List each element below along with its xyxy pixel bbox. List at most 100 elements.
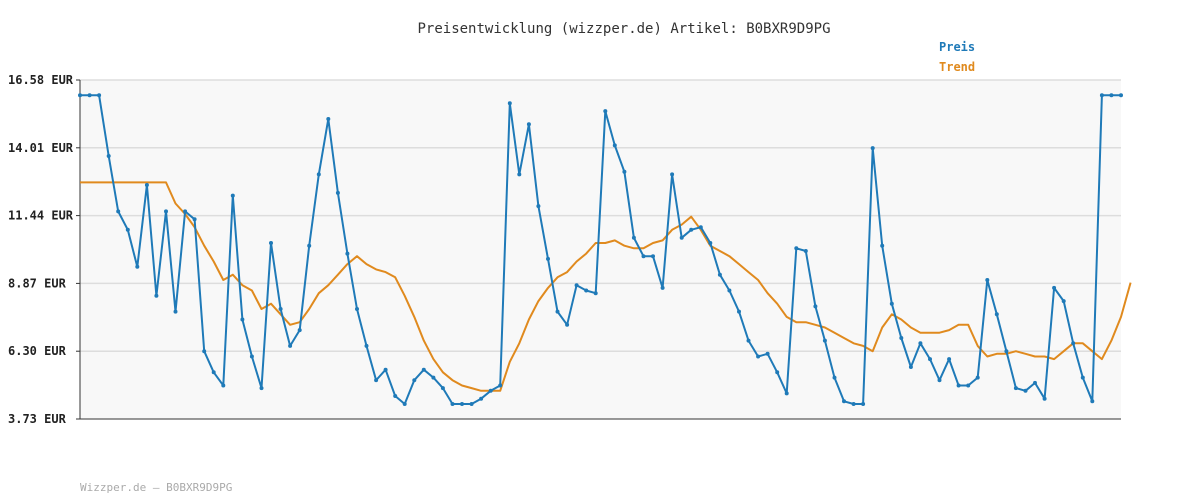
- price-point: [603, 109, 608, 114]
- price-point: [593, 291, 598, 296]
- price-point: [775, 370, 780, 375]
- price-point: [355, 307, 359, 311]
- price-point: [612, 143, 617, 148]
- price-point: [78, 93, 82, 98]
- price-point: [297, 328, 302, 333]
- price-point: [641, 254, 646, 259]
- price-point: [383, 367, 388, 372]
- price-point: [135, 264, 140, 269]
- price-point: [125, 227, 130, 232]
- price-point: [230, 193, 235, 198]
- y-tick-label: 14.01 EUR: [8, 141, 74, 155]
- price-point: [221, 383, 226, 388]
- y-tick-label: 16.58 EUR: [8, 73, 74, 87]
- price-point: [374, 378, 379, 383]
- price-point: [249, 354, 254, 359]
- price-point: [269, 241, 273, 245]
- price-point: [689, 227, 694, 232]
- price-point: [116, 209, 121, 214]
- price-point: [183, 209, 188, 214]
- price-point: [574, 283, 579, 288]
- price-point: [1004, 349, 1009, 354]
- legend-entry-trend: Trend: [939, 60, 975, 74]
- price-point: [421, 367, 426, 372]
- price-point: [498, 383, 503, 388]
- price-point: [813, 304, 818, 309]
- price-point: [803, 249, 808, 253]
- price-point: [469, 402, 474, 406]
- price-point: [1109, 93, 1114, 98]
- price-point: [517, 172, 522, 177]
- price-point: [240, 317, 245, 322]
- price-point: [765, 351, 770, 356]
- price-point: [928, 357, 932, 362]
- price-point: [880, 243, 885, 248]
- price-point: [937, 378, 942, 383]
- price-point: [947, 357, 952, 362]
- price-point: [316, 172, 321, 177]
- price-point: [211, 370, 216, 375]
- price-point: [679, 235, 684, 240]
- price-point: [975, 375, 980, 380]
- price-point: [402, 402, 407, 406]
- price-point: [1080, 375, 1085, 380]
- price-point: [87, 93, 92, 98]
- price-point: [899, 336, 904, 340]
- price-point: [1099, 93, 1104, 98]
- price-point: [393, 394, 398, 398]
- price-point: [670, 172, 675, 177]
- price-point: [717, 272, 722, 277]
- price-point: [144, 183, 149, 187]
- price-point: [985, 278, 990, 282]
- price-point: [526, 122, 531, 127]
- price-point: [1061, 299, 1066, 304]
- y-tick-label: 8.87 EUR: [8, 276, 67, 290]
- price-point: [756, 354, 761, 359]
- price-point: [966, 383, 971, 388]
- price-point: [97, 93, 102, 98]
- price-point: [555, 309, 560, 314]
- series-layer: [78, 93, 1132, 406]
- y-tick-label: 3.73 EUR: [8, 412, 67, 426]
- price-point: [708, 241, 713, 245]
- price-point: [202, 349, 207, 354]
- price-point: [106, 154, 111, 158]
- price-point: [326, 117, 331, 121]
- price-point: [822, 338, 827, 343]
- price-point: [631, 235, 636, 240]
- price-point: [440, 386, 445, 391]
- footer-text: Wizzper.de – B0BXR9D9PG: [80, 481, 232, 494]
- y-axis-ticks: 3.73 EUR 6.30 EUR 8.87 EUR 11.44 EUR 14.01 E…: [8, 73, 80, 426]
- price-point: [737, 309, 741, 314]
- price-point: [154, 293, 159, 298]
- price-point: [660, 285, 665, 290]
- price-point: [1052, 285, 1057, 290]
- price-point: [412, 378, 417, 383]
- price-point: [908, 365, 913, 369]
- price-point: [727, 288, 732, 293]
- price-point: [651, 254, 655, 259]
- price-point: [1023, 388, 1028, 393]
- price-point: [507, 101, 512, 106]
- price-point: [698, 225, 703, 230]
- price-line: [80, 94, 1121, 405]
- price-point: [1033, 380, 1037, 385]
- price-point: [1119, 93, 1123, 98]
- price-point: [842, 399, 846, 404]
- price-point: [832, 375, 837, 380]
- y-tick-label: 6.30 EUR: [8, 344, 67, 358]
- chart-title: Preisentwicklung (wizzper.de) Artikel: B…: [417, 21, 830, 37]
- price-point: [1042, 396, 1047, 401]
- legend-entry-preis: Preis: [939, 40, 975, 54]
- price-point: [460, 402, 464, 406]
- price-point: [259, 386, 264, 391]
- price-point: [861, 402, 866, 406]
- price-point: [784, 391, 789, 396]
- price-point: [794, 246, 799, 251]
- price-point: [488, 388, 493, 393]
- price-point: [584, 288, 589, 293]
- price-point: [345, 251, 350, 256]
- y-tick-label: 11.44 EUR: [8, 209, 74, 223]
